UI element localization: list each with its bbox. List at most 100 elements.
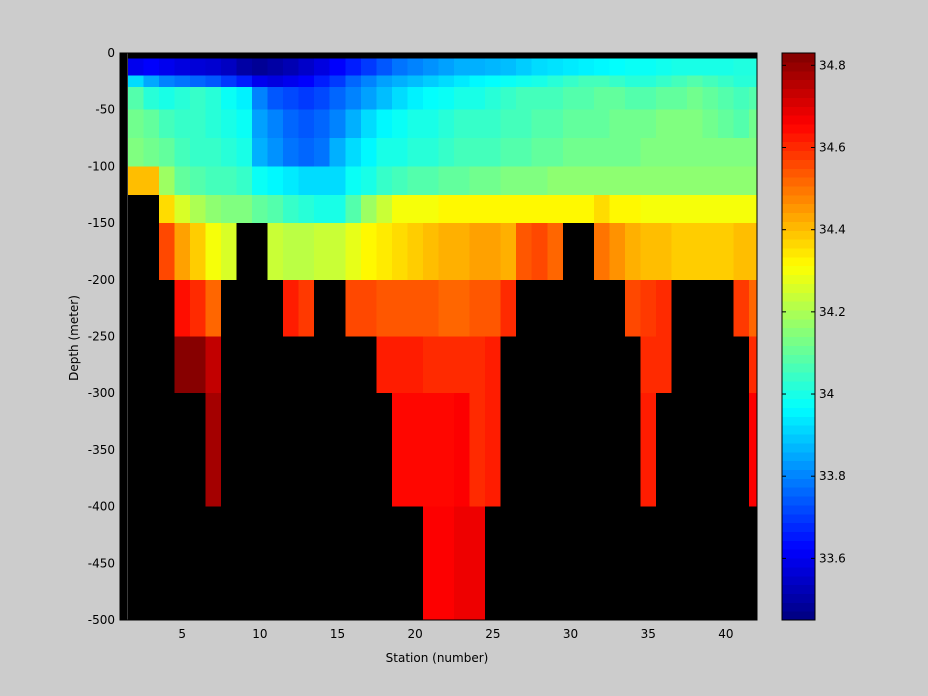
x-tick-label: 25 [485, 627, 500, 641]
heatmap-cell [158, 58, 175, 77]
heatmap-cell [329, 336, 346, 394]
heatmap-cell [718, 166, 735, 196]
heatmap-cell [220, 506, 238, 621]
heatmap-cell [158, 279, 175, 338]
colorbar-tick-label: 33.8 [819, 469, 846, 483]
heatmap-cell [547, 109, 564, 139]
heatmap-cell [267, 279, 284, 338]
heatmap-cell [174, 336, 191, 394]
heatmap-cell [407, 336, 424, 394]
heatmap-cell [158, 336, 175, 394]
heatmap-cell [391, 87, 409, 111]
heatmap-cell [422, 194, 440, 224]
heatmap-cell [283, 109, 300, 139]
heatmap-cell [298, 223, 315, 281]
heatmap-cell [127, 75, 144, 88]
heatmap-cell [422, 393, 440, 508]
heatmap-cell [656, 87, 673, 111]
heatmap-cell [749, 194, 758, 224]
colorbar-band [782, 336, 815, 346]
heatmap-cell [609, 336, 626, 394]
heatmap-cell [143, 279, 160, 338]
heatmap-cell [345, 87, 362, 111]
heatmap-cell [438, 336, 455, 394]
heatmap-cell [578, 87, 595, 111]
heatmap-cell [376, 279, 393, 338]
heatmap-cell [329, 58, 346, 77]
heatmap-cell [547, 138, 564, 167]
heatmap-cell [143, 138, 160, 167]
heatmap-cell [127, 279, 144, 338]
heatmap-cell [158, 75, 175, 88]
heatmap-cell [438, 75, 455, 88]
heatmap-cell [593, 109, 611, 139]
heatmap-cell [578, 336, 595, 394]
heatmap-cell [407, 87, 424, 111]
heatmap-cell [624, 75, 642, 88]
heatmap-cell [531, 109, 548, 139]
colorbar-band [782, 239, 815, 249]
heatmap-cell [220, 336, 238, 394]
x-tick-label: 10 [252, 627, 267, 641]
heatmap-cell [220, 53, 238, 60]
heatmap-cell [624, 87, 642, 111]
heatmap-cell [127, 506, 144, 621]
colorbar-band [782, 97, 815, 107]
heatmap-cell [174, 75, 191, 88]
heatmap-cell [547, 194, 564, 224]
heatmap-cell [718, 223, 735, 281]
heatmap-cell [329, 506, 346, 621]
heatmap-cell [469, 75, 486, 88]
heatmap-cell [236, 166, 253, 196]
heatmap-cell [314, 166, 331, 196]
heatmap-cell [391, 506, 409, 621]
heatmap-cell [562, 53, 579, 60]
heatmap-cell [656, 109, 673, 139]
x-tick-label: 30 [563, 627, 578, 641]
heatmap-cell [174, 393, 191, 508]
heatmap-cell [687, 336, 704, 394]
colorbar-tick-label: 34.4 [819, 223, 846, 237]
heatmap-cell [267, 138, 284, 167]
heatmap-cell [391, 53, 409, 60]
heatmap-cell [562, 279, 579, 338]
colorbar-band [782, 274, 815, 284]
heatmap-cell [593, 279, 611, 338]
y-tick-label: -50 [95, 103, 115, 117]
heatmap-cell [438, 166, 455, 196]
heatmap-cell [702, 506, 719, 621]
heatmap-cell [422, 138, 440, 167]
heatmap-cell [562, 75, 579, 88]
heatmap-cell [220, 393, 238, 508]
heatmap-cell [422, 279, 440, 338]
heatmap-cell [485, 109, 502, 139]
heatmap-cell [236, 109, 253, 139]
heatmap-cell [624, 393, 642, 508]
heatmap-cell [267, 166, 284, 196]
heatmap-cell [547, 506, 564, 621]
heatmap-cell [749, 75, 758, 88]
heatmap-cell [360, 223, 377, 281]
heatmap-cell [314, 279, 331, 338]
heatmap-cell [189, 53, 207, 60]
colorbar-frame [781, 52, 816, 621]
heatmap-cell [671, 58, 688, 77]
heatmap-cell [469, 506, 486, 621]
heatmap-cell [143, 336, 160, 394]
y-tick-label: -350 [88, 443, 115, 457]
heatmap-cell [298, 87, 315, 111]
heatmap-cell [687, 87, 704, 111]
heatmap-cell [749, 109, 758, 139]
heatmap-cell [329, 109, 346, 139]
heatmap-cell [422, 223, 440, 281]
colorbar-axis: 33.6 33.8 34 34.2 34.4 34.6 34.8 [782, 58, 846, 565]
heatmap-cell [220, 58, 238, 77]
heatmap-cell [671, 223, 688, 281]
heatmap-cell [360, 75, 377, 88]
colorbar-band [782, 345, 815, 355]
heatmap-cell [749, 53, 758, 60]
heatmap-cell [267, 336, 284, 394]
heatmap-cell [283, 75, 300, 88]
heatmap-cell [656, 506, 673, 621]
heatmap-cell [485, 393, 502, 508]
